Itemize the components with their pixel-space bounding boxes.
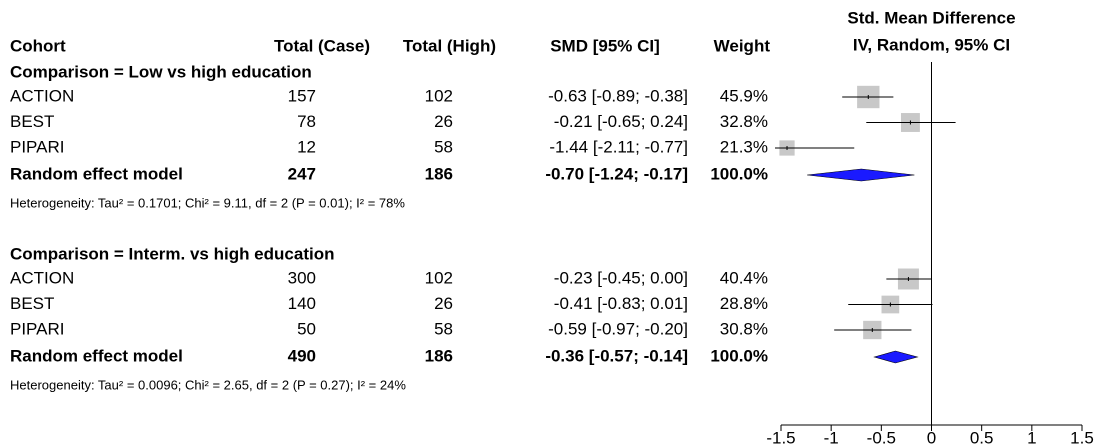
total-high: 26	[434, 112, 453, 131]
header: Weight	[714, 36, 771, 55]
total-high: 58	[434, 137, 453, 156]
group-title: Comparison = Low vs high education	[10, 62, 312, 81]
x-tick-label: 1.5	[1070, 428, 1094, 447]
ci-label: -0.36 [-0.57; -0.14]	[545, 346, 688, 365]
ci-label: -1.44 [-2.11; -0.77]	[549, 137, 688, 156]
total-high: 102	[425, 268, 453, 287]
plot-title: Std. Mean Difference	[847, 8, 1015, 27]
header: Total (High)	[403, 36, 496, 55]
weight-label: 21.3%	[720, 137, 768, 156]
heterogeneity: Heterogeneity: Tau² = 0.1701; Chi² = 9.1…	[10, 195, 405, 210]
weight-label: 28.8%	[720, 294, 768, 313]
ci-label: -0.21 [-0.65; 0.24]	[554, 112, 688, 131]
ci-label: -0.23 [-0.45; 0.00]	[554, 268, 688, 287]
x-tick-label: -1	[824, 428, 839, 447]
x-tick-label: 0.5	[970, 428, 994, 447]
weight-label: 32.8%	[720, 112, 768, 131]
total-high: 102	[425, 86, 453, 105]
cohort: Random effect model	[10, 164, 183, 183]
weight-label: 100.0%	[710, 164, 768, 183]
weight-label: 100.0%	[710, 346, 768, 365]
header: SMD [95% CI]	[550, 36, 660, 55]
total-case: 50	[297, 319, 316, 338]
cohort: BEST	[10, 294, 54, 313]
heterogeneity: Heterogeneity: Tau² = 0.0096; Chi² = 2.6…	[10, 377, 406, 392]
total-high: 186	[425, 346, 453, 365]
x-tick-label: -1.5	[766, 428, 795, 447]
ci-label: -0.70 [-1.24; -0.17]	[545, 164, 688, 183]
pooled-diamond	[807, 168, 915, 182]
total-high: 186	[425, 164, 453, 183]
total-case: 300	[288, 268, 316, 287]
cohort: ACTION	[10, 86, 74, 105]
total-high: 58	[434, 319, 453, 338]
cohort: BEST	[10, 112, 54, 131]
total-high: 26	[434, 294, 453, 313]
total-case: 157	[288, 86, 316, 105]
total-case: 247	[288, 164, 316, 183]
ci-label: -0.63 [-0.89; -0.38]	[548, 86, 688, 105]
x-tick-label: -0.5	[867, 428, 896, 447]
weight-label: 40.4%	[720, 268, 768, 287]
header: Cohort	[10, 36, 66, 55]
total-case: 78	[297, 112, 316, 131]
cohort: ACTION	[10, 268, 74, 287]
cohort: PIPARI	[10, 319, 64, 338]
group-title: Comparison = Interm. vs high education	[10, 244, 334, 263]
total-case: 490	[288, 346, 316, 365]
plot-subtitle: IV, Random, 95% CI	[853, 35, 1010, 54]
cohort: PIPARI	[10, 137, 64, 156]
x-tick-label: 1	[1027, 428, 1036, 447]
header: Total (Case)	[274, 36, 370, 55]
weight-label: 30.8%	[720, 319, 768, 338]
x-tick-label: 0	[927, 428, 936, 447]
pooled-diamond	[873, 350, 919, 364]
total-case: 12	[297, 137, 316, 156]
ci-label: -0.41 [-0.83; 0.01]	[554, 294, 688, 313]
cohort: Random effect model	[10, 346, 183, 365]
ci-label: -0.59 [-0.97; -0.20]	[548, 319, 688, 338]
weight-label: 45.9%	[720, 86, 768, 105]
total-case: 140	[288, 294, 316, 313]
